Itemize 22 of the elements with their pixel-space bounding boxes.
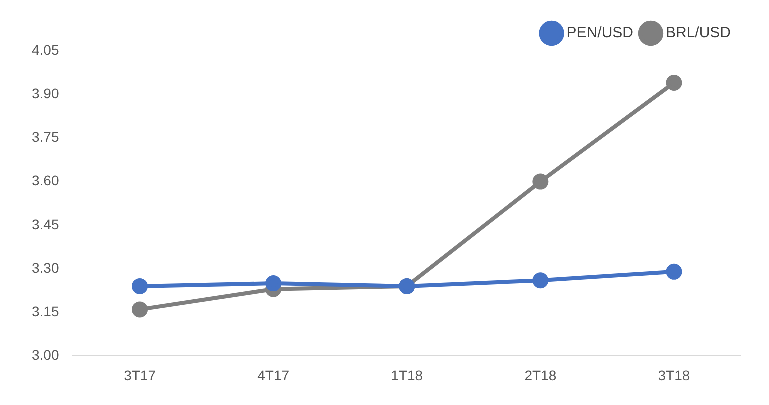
x-tick-label: 1T18 bbox=[391, 367, 424, 384]
point bbox=[532, 272, 549, 289]
legend-label: BRL/USD bbox=[666, 24, 732, 42]
y-tick-label: 3.30 bbox=[32, 260, 60, 276]
x-tick-label: 3T17 bbox=[124, 367, 156, 384]
point bbox=[266, 276, 282, 292]
x-tick-label: 2T18 bbox=[524, 367, 557, 384]
y-tick-label: 3.15 bbox=[32, 303, 60, 320]
x-tick-label: 4T17 bbox=[258, 367, 290, 384]
y-tick-label: 3.45 bbox=[32, 216, 60, 232]
y-tick-label: 3.00 bbox=[32, 347, 60, 364]
point bbox=[532, 174, 549, 190]
point bbox=[666, 264, 682, 280]
y-tick-label: 3.75 bbox=[32, 129, 60, 146]
point bbox=[132, 278, 148, 294]
point bbox=[666, 74, 682, 91]
y-tick-label: 3.60 bbox=[32, 172, 60, 189]
x-tick-label: 3T18 bbox=[658, 367, 690, 384]
point bbox=[132, 302, 148, 318]
y-tick-label: 3.90 bbox=[32, 85, 60, 102]
legend-label: PEN/USD bbox=[566, 24, 634, 42]
y-tick-label: 4.05 bbox=[32, 42, 60, 58]
